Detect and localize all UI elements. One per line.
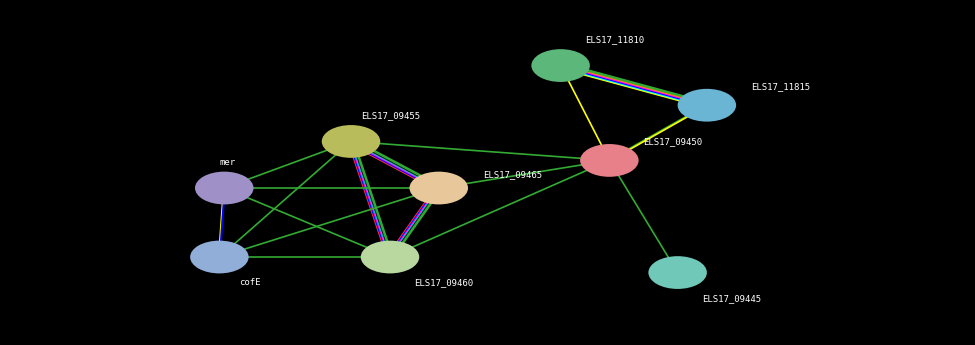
- Text: ELS17_09445: ELS17_09445: [702, 294, 761, 303]
- Text: cofE: cofE: [239, 278, 260, 287]
- Text: ELS17_09455: ELS17_09455: [361, 111, 420, 120]
- Text: ELS17_09465: ELS17_09465: [483, 170, 542, 179]
- Text: ELS17_11810: ELS17_11810: [585, 35, 644, 44]
- Ellipse shape: [190, 241, 249, 273]
- Ellipse shape: [580, 144, 639, 177]
- Text: ELS17_11815: ELS17_11815: [751, 82, 810, 91]
- Text: ELS17_09460: ELS17_09460: [414, 278, 474, 287]
- Text: ELS17_09450: ELS17_09450: [644, 137, 703, 146]
- Text: mer: mer: [219, 158, 236, 167]
- Ellipse shape: [361, 241, 419, 273]
- Ellipse shape: [648, 256, 707, 289]
- Ellipse shape: [195, 172, 254, 204]
- Ellipse shape: [531, 49, 590, 82]
- Ellipse shape: [410, 172, 468, 204]
- Ellipse shape: [678, 89, 736, 122]
- Ellipse shape: [322, 125, 380, 158]
